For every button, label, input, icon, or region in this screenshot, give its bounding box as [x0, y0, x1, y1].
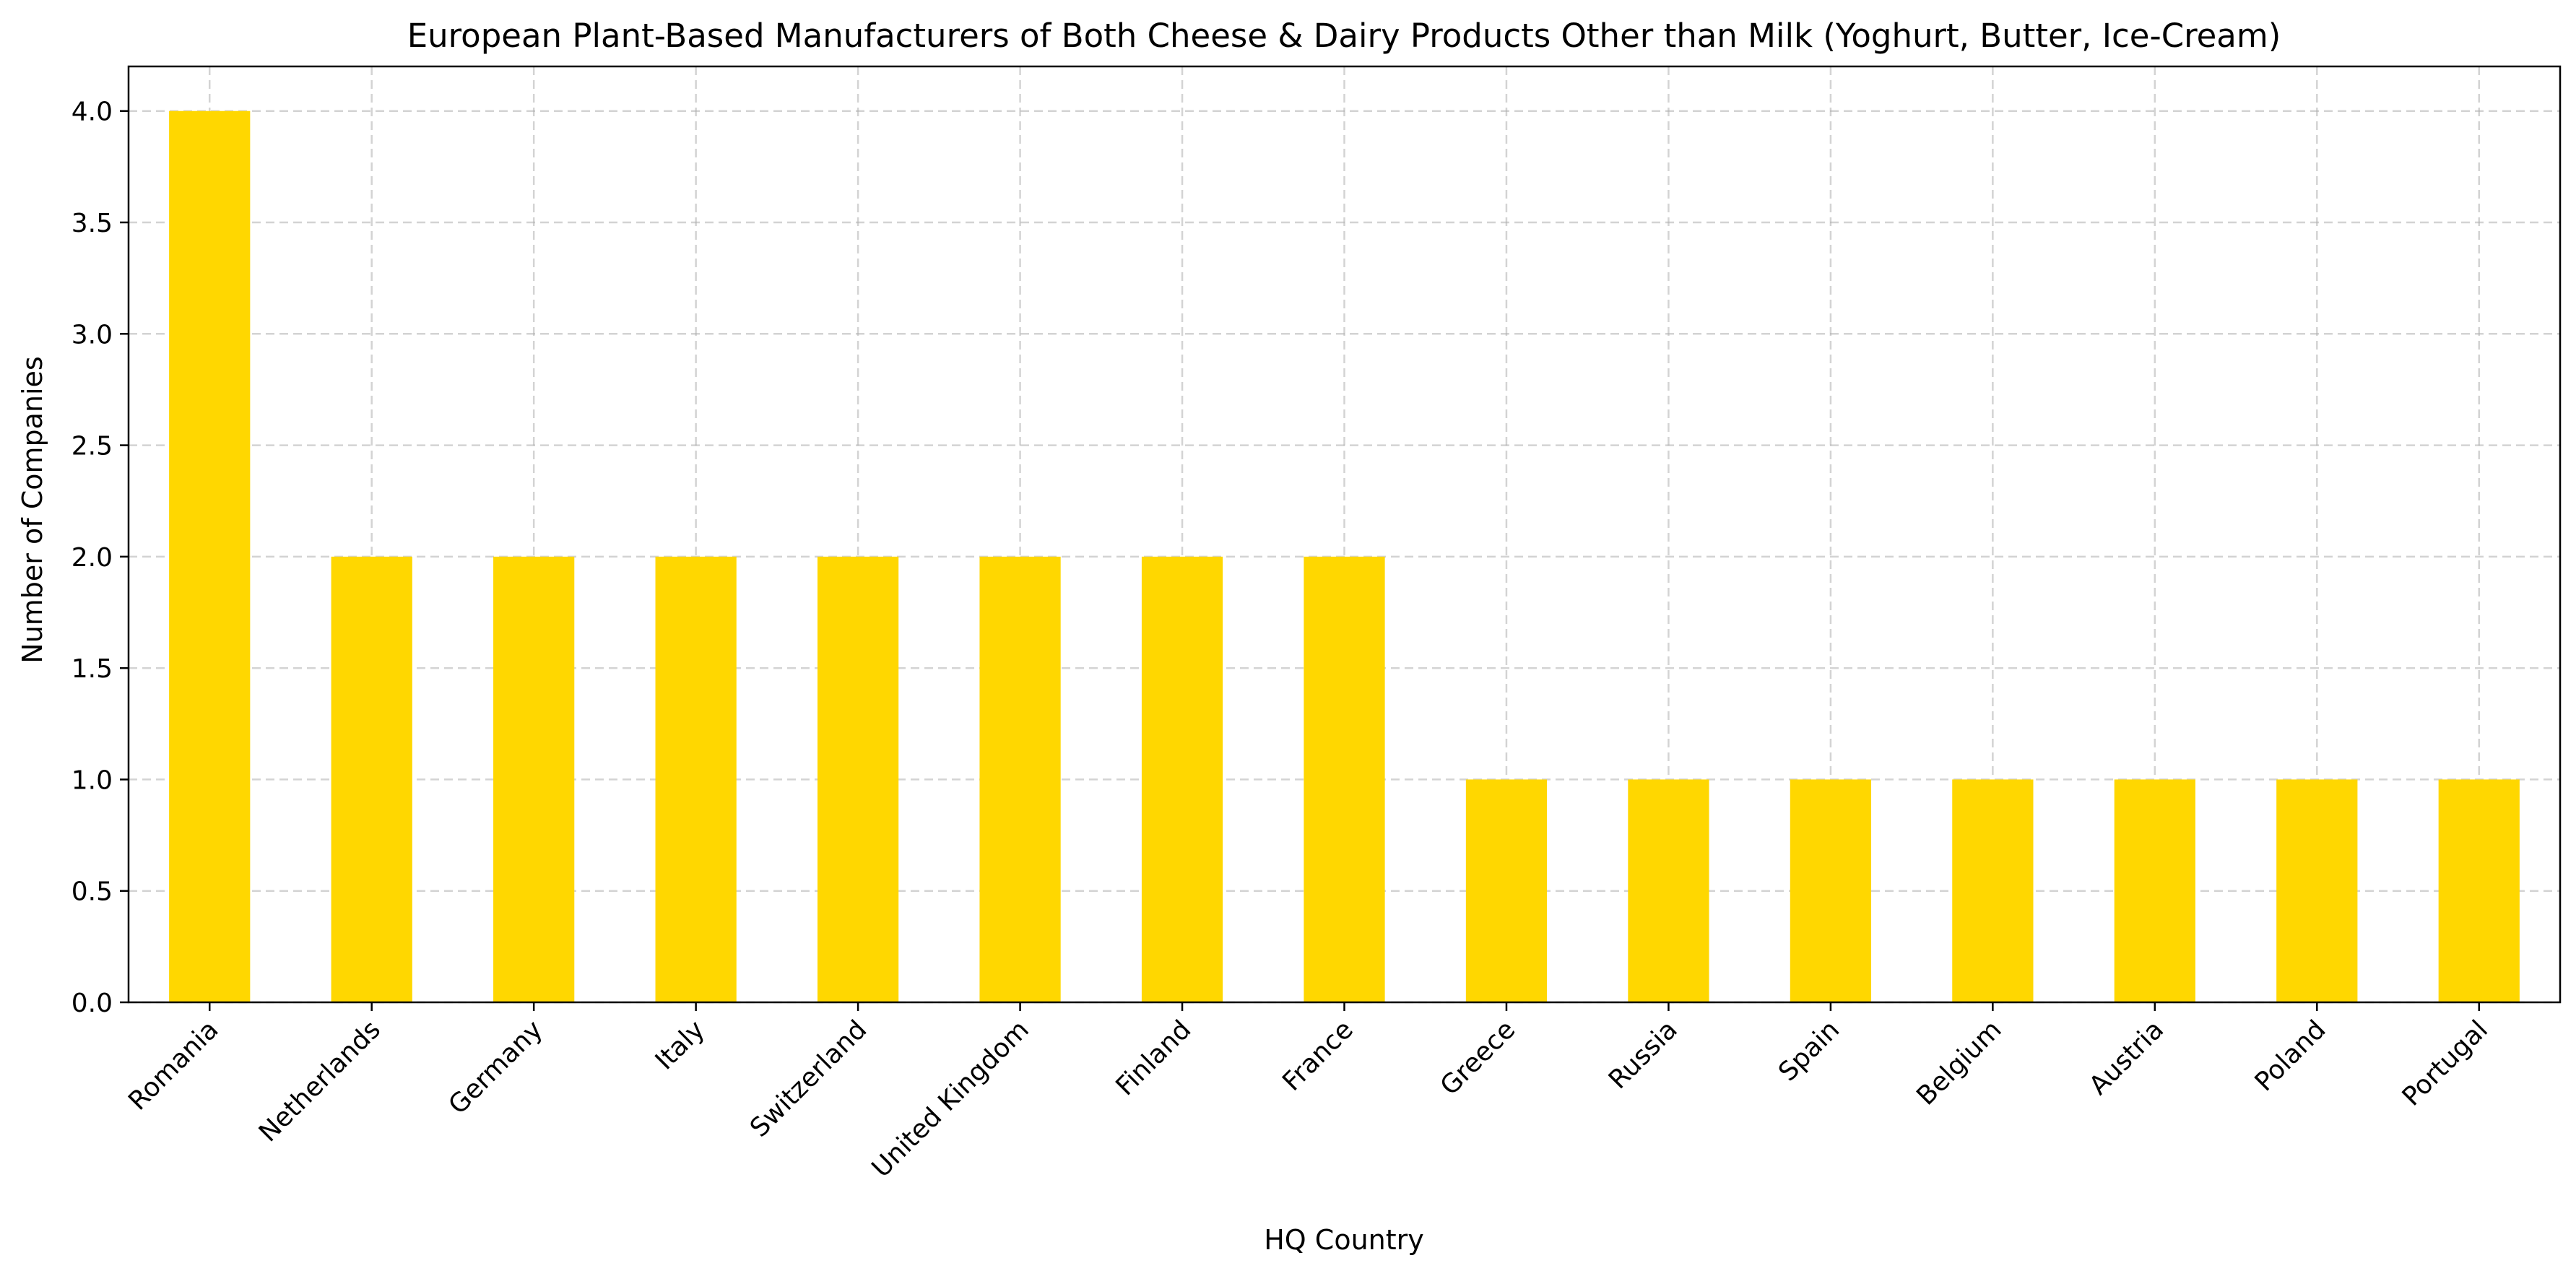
- bar-united-kingdom: [979, 556, 1061, 1002]
- x-tick-label: Portugal: [2397, 1015, 2494, 1111]
- bar-austria: [2114, 779, 2195, 1002]
- x-tick-label: Switzerland: [745, 1015, 872, 1142]
- y-tick-label: 2.0: [71, 543, 113, 573]
- bar-greece: [1465, 779, 1548, 1002]
- x-tick-label: Austria: [2083, 1015, 2169, 1101]
- y-tick-label: 0.0: [71, 989, 113, 1018]
- x-tick-label: Netherlands: [253, 1015, 386, 1147]
- y-tick-label: 3.5: [71, 209, 113, 238]
- x-tick-label: United Kingdom: [867, 1015, 1035, 1183]
- y-tick-label: 3.0: [71, 320, 113, 350]
- y-tick-label: 4.0: [71, 97, 113, 127]
- x-tick-label: Spain: [1773, 1015, 1845, 1087]
- x-tick-label: Romania: [123, 1015, 224, 1116]
- y-tick-label: 1.0: [71, 765, 113, 795]
- y-tick-label: 2.5: [71, 432, 113, 461]
- bar-portugal: [2438, 779, 2520, 1002]
- x-tick-label: Finland: [1110, 1015, 1197, 1101]
- bar-romania: [169, 110, 251, 1003]
- x-axis-ticks: Romania Netherlands Germany Italy Switzerlan…: [123, 1002, 2494, 1184]
- y-axis-label: Number of Companies: [17, 356, 48, 663]
- bar-netherlands: [331, 556, 412, 1002]
- x-tick-label: France: [1277, 1015, 1359, 1097]
- y-axis-ticks: 0.0 0.5 1.0 1.5 2.0 2.5 3.0 3.5 4.0: [71, 97, 129, 1018]
- bar-germany: [493, 556, 575, 1002]
- x-tick-label: Germany: [443, 1015, 549, 1120]
- bars: [169, 110, 2520, 1003]
- y-tick-label: 1.5: [71, 654, 113, 684]
- x-tick-label: Greece: [1435, 1015, 1522, 1101]
- bar-belgium: [1952, 779, 2034, 1002]
- bar-poland: [2276, 779, 2358, 1002]
- bar-france: [1304, 556, 1385, 1002]
- bar-russia: [1628, 779, 1709, 1002]
- bar-italy: [655, 556, 737, 1002]
- x-tick-label: Italy: [650, 1015, 711, 1075]
- x-axis-label: HQ Country: [1264, 1224, 1424, 1256]
- bar-finland: [1141, 556, 1223, 1002]
- x-tick-label: Belgium: [1911, 1015, 2007, 1111]
- bar-switzerland: [817, 556, 899, 1002]
- chart-title: European Plant-Based Manufacturers of Bo…: [407, 17, 2281, 55]
- x-tick-label: Russia: [1603, 1015, 1683, 1095]
- y-tick-label: 0.5: [71, 877, 113, 907]
- x-tick-label: Poland: [2250, 1015, 2332, 1097]
- bar-spain: [1790, 779, 1872, 1002]
